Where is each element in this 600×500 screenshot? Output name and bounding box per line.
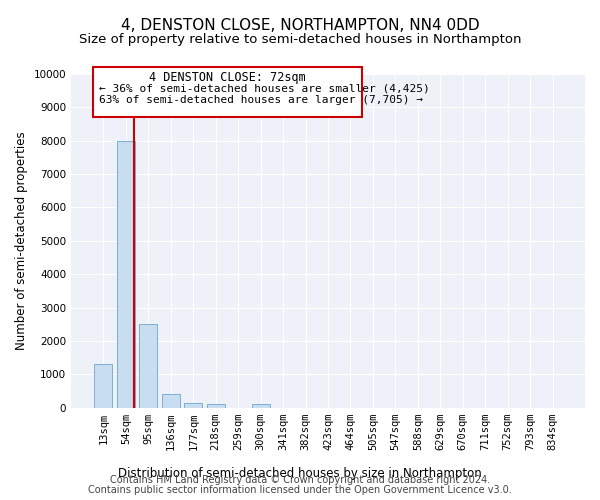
- Bar: [251, 404, 269, 407]
- Text: 4, DENSTON CLOSE, NORTHAMPTON, NN4 0DD: 4, DENSTON CLOSE, NORTHAMPTON, NN4 0DD: [121, 18, 479, 32]
- Bar: [139, 324, 157, 407]
- Bar: [207, 404, 224, 407]
- Text: 4 DENSTON CLOSE: 72sqm: 4 DENSTON CLOSE: 72sqm: [149, 72, 306, 85]
- Y-axis label: Number of semi-detached properties: Number of semi-detached properties: [15, 132, 28, 350]
- Text: Size of property relative to semi-detached houses in Northampton: Size of property relative to semi-detach…: [79, 32, 521, 46]
- Bar: [184, 403, 202, 407]
- Bar: [117, 140, 135, 407]
- Text: Contains HM Land Registry data © Crown copyright and database right 2024.: Contains HM Land Registry data © Crown c…: [110, 475, 490, 485]
- Text: Distribution of semi-detached houses by size in Northampton: Distribution of semi-detached houses by …: [118, 468, 482, 480]
- Text: 63% of semi-detached houses are larger (7,705) →: 63% of semi-detached houses are larger (…: [99, 95, 423, 105]
- Bar: [162, 394, 180, 407]
- Text: ← 36% of semi-detached houses are smaller (4,425): ← 36% of semi-detached houses are smalle…: [99, 84, 430, 94]
- Text: Contains public sector information licensed under the Open Government Licence v3: Contains public sector information licen…: [88, 485, 512, 495]
- Bar: [94, 364, 112, 408]
